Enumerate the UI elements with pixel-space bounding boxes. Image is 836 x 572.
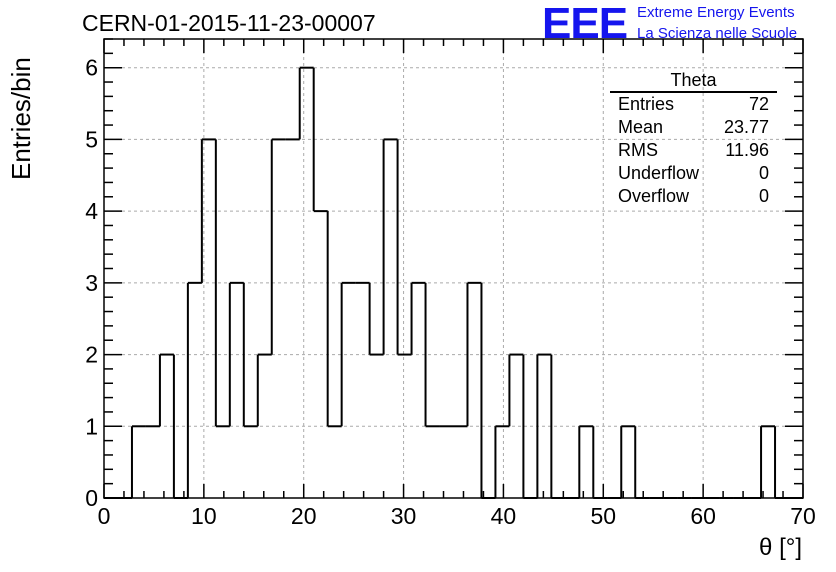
stats-value: 23.77 — [723, 117, 769, 137]
stats-row-underflow: Underflow 0 — [610, 162, 777, 185]
stats-label: Mean — [618, 117, 664, 137]
x-tick-label: 40 — [491, 503, 517, 529]
x-tick-label: 60 — [690, 503, 716, 529]
y-tick-label: 5 — [85, 126, 98, 152]
logo-line-2: La Scienza nelle Scuole — [637, 25, 798, 42]
stats-label: RMS — [618, 140, 658, 160]
stats-label: Entries — [618, 94, 675, 114]
x-tick-label: 20 — [291, 503, 317, 529]
x-tick-label: 0 — [98, 503, 111, 529]
x-tick-label: 10 — [191, 503, 217, 529]
stats-box: Theta Entries 72 Mean 23.77 RMS 11.96 Un… — [610, 70, 777, 208]
stats-value: 0 — [758, 186, 769, 206]
y-tick-label: 0 — [85, 485, 98, 511]
stats-value: 11.96 — [725, 140, 769, 160]
stats-title: Theta — [610, 70, 777, 93]
y-tick-label: 3 — [85, 270, 98, 296]
stats-label: Overflow — [618, 186, 690, 206]
y-tick-label: 1 — [85, 413, 98, 439]
x-tick-label: 50 — [590, 503, 616, 529]
x-tick-label: 30 — [391, 503, 417, 529]
stats-label: Underflow — [618, 163, 700, 183]
stats-row-mean: Mean 23.77 — [610, 116, 777, 139]
y-tick-label: 2 — [85, 342, 98, 368]
x-axis-label: θ [°] — [759, 534, 802, 561]
stats-value: 72 — [748, 94, 769, 114]
y-tick-label: 4 — [85, 198, 98, 224]
y-axis-label: Entries/bin — [6, 57, 36, 180]
chart-title: CERN-01-2015-11-23-00007 — [82, 10, 376, 36]
stats-row-entries: Entries 72 — [610, 93, 777, 116]
eee-logo: EEE — [542, 0, 628, 48]
stats-value: 0 — [758, 163, 769, 183]
stats-row-overflow: Overflow 0 — [610, 185, 777, 208]
y-tick-label: 6 — [85, 55, 98, 81]
logo-line-1: Extreme Energy Events — [637, 4, 795, 21]
x-tick-label: 70 — [790, 503, 816, 529]
stats-row-rms: RMS 11.96 — [610, 139, 777, 162]
